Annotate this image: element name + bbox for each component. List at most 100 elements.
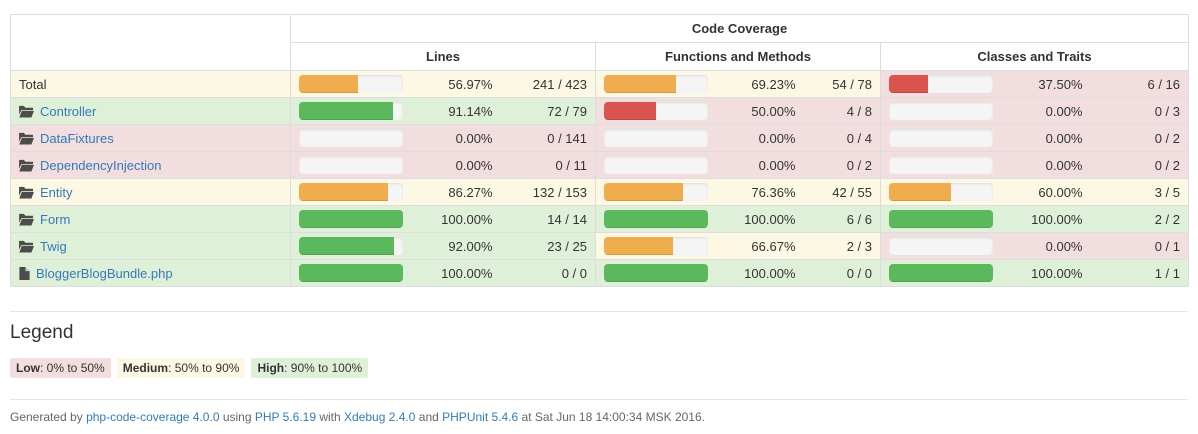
coverage-ratio: 0 / 2 <box>803 151 881 179</box>
progress-fill <box>604 237 673 255</box>
footer-divider <box>10 399 1188 400</box>
coverage-table: Code Coverage Lines Functions and Method… <box>10 14 1190 287</box>
coverage-ratio: 0 / 1 <box>1090 232 1189 260</box>
progress-fill <box>889 264 993 282</box>
progress-fill <box>299 102 394 120</box>
coverage-bar-cell <box>290 97 411 125</box>
progress-fill <box>889 75 928 93</box>
legend-item-high: High: 90% to 100% <box>251 358 369 378</box>
header-row-main: Code Coverage <box>10 14 1189 43</box>
item-link[interactable]: Entity <box>40 184 73 200</box>
progress-fill <box>604 75 676 93</box>
table-row: Total 56.97% 241 / 423 69.23% 54 / 78 37.50% 6… <box>10 70 1189 98</box>
progress-track <box>299 264 403 282</box>
progress-track <box>604 210 708 228</box>
progress-track <box>299 237 403 255</box>
item-link[interactable]: Form <box>40 211 71 227</box>
coverage-ratio: 4 / 8 <box>803 97 881 125</box>
folder-icon <box>19 239 34 254</box>
footer-text-generated-by: Generated by <box>10 410 87 424</box>
progress-track <box>299 210 403 228</box>
php-link[interactable]: PHP 5.6.19 <box>254 410 317 424</box>
progress-track <box>299 102 403 120</box>
progress-track <box>889 156 993 174</box>
item-link[interactable]: Twig <box>40 238 67 254</box>
item-link[interactable]: BloggerBlogBundle.php <box>36 265 173 281</box>
coverage-bar-cell <box>880 97 1001 125</box>
phpunit-link[interactable]: PHPUnit 5.4.6 <box>442 410 519 424</box>
progress-track <box>604 102 708 120</box>
item-name-cell: Controller <box>10 97 291 125</box>
coverage-ratio: 3 / 5 <box>1090 178 1189 206</box>
table-row: BloggerBlogBundle.php 100.00% 0 / 0 100.00%… <box>10 259 1189 287</box>
item-link[interactable]: DependencyInjection <box>40 157 162 173</box>
coverage-ratio: 0 / 0 <box>803 259 881 287</box>
coverage-ratio: 2 / 2 <box>1090 205 1189 233</box>
item-name-cell: Entity <box>10 178 291 206</box>
coverage-ratio: 0 / 2 <box>1090 151 1189 179</box>
progress-fill <box>299 237 395 255</box>
folder-icon <box>19 158 34 173</box>
coverage-bar-cell <box>290 178 411 206</box>
table-row: Controller 91.14% 72 / 79 50.00% 4 / 8 0.00% 0… <box>10 97 1189 125</box>
footer-text-with: with <box>316 410 345 424</box>
coverage-bar-cell <box>290 124 411 152</box>
coverage-percent: 86.27% <box>410 178 501 206</box>
coverage-ratio: 14 / 14 <box>500 205 596 233</box>
item-link[interactable]: Controller <box>40 103 97 119</box>
php-code-coverage-link[interactable]: php-code-coverage 4.0.0 <box>86 410 220 424</box>
coverage-percent: 100.00% <box>1000 259 1091 287</box>
coverage-percent: 0.00% <box>1000 151 1091 179</box>
coverage-ratio: 6 / 16 <box>1090 70 1189 98</box>
coverage-ratio: 132 / 153 <box>500 178 596 206</box>
coverage-percent: 0.00% <box>715 124 804 152</box>
coverage-percent: 100.00% <box>410 205 501 233</box>
coverage-percent: 0.00% <box>715 151 804 179</box>
progress-track <box>889 75 993 93</box>
section-divider <box>10 311 1188 312</box>
lines-column-header: Lines <box>290 42 596 71</box>
item-name-cell: Total <box>10 70 291 98</box>
coverage-percent: 69.23% <box>715 70 804 98</box>
item-name-cell: Form <box>10 205 291 233</box>
legend-medium-label: Medium <box>122 361 169 375</box>
coverage-ratio: 54 / 78 <box>803 70 881 98</box>
coverage-ratio: 0 / 2 <box>1090 124 1189 152</box>
legend-high-range: : 90% to 100% <box>284 361 363 375</box>
file-icon <box>19 266 30 281</box>
item-name-cell: Twig <box>10 232 291 260</box>
table-row: DataFixtures 0.00% 0 / 141 0.00% 0 / 4 0.00% 0… <box>10 124 1189 152</box>
progress-track <box>889 183 993 201</box>
coverage-bar-cell <box>595 151 716 179</box>
coverage-bar-cell <box>595 124 716 152</box>
coverage-ratio: 0 / 141 <box>500 124 596 152</box>
coverage-bar-cell <box>880 70 1001 98</box>
xdebug-link[interactable]: Xdebug 2.4.0 <box>344 410 416 424</box>
progress-track <box>889 264 993 282</box>
progress-fill <box>604 102 656 120</box>
folder-icon <box>19 104 34 119</box>
progress-fill <box>299 75 358 93</box>
progress-fill <box>604 264 708 282</box>
progress-track <box>299 75 403 93</box>
coverage-percent: 66.67% <box>715 232 804 260</box>
coverage-bar-cell <box>880 205 1001 233</box>
coverage-percent: 0.00% <box>1000 232 1091 260</box>
legend-item-medium: Medium: 50% to 90% <box>116 358 246 378</box>
progress-fill <box>604 210 708 228</box>
progress-track <box>604 264 708 282</box>
legend-medium-range: : 50% to 90% <box>168 361 240 375</box>
coverage-bar-cell <box>290 232 411 260</box>
coverage-table-head: Code Coverage Lines Functions and Method… <box>10 14 1189 71</box>
footer-text-and: and <box>415 410 443 424</box>
functions-column-header: Functions and Methods <box>595 42 881 71</box>
progress-fill <box>889 210 993 228</box>
progress-track <box>604 129 708 147</box>
coverage-bar-cell <box>290 70 411 98</box>
coverage-percent: 100.00% <box>715 205 804 233</box>
progress-track <box>604 156 708 174</box>
item-link[interactable]: DataFixtures <box>40 130 114 146</box>
coverage-bar-cell <box>595 70 716 98</box>
coverage-report: Code Coverage Lines Functions and Method… <box>10 14 1190 424</box>
progress-fill <box>299 210 403 228</box>
